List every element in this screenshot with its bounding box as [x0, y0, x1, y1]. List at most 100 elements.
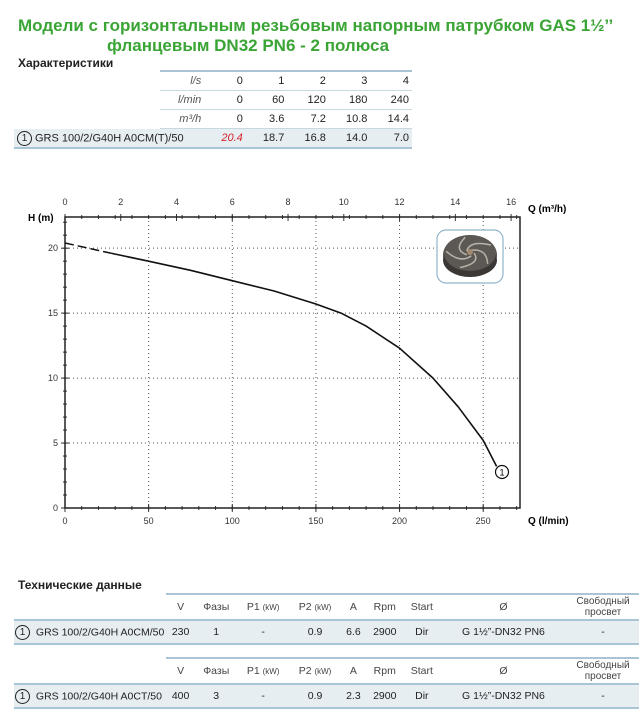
impeller-vane [471, 249, 489, 264]
unit-label: l/s [160, 70, 205, 91]
tech-value: - [237, 619, 290, 645]
x-axis-label: Q (l/min) [528, 516, 569, 527]
model-name: GRS 100/2/G40H A0CM/50 [35, 625, 165, 638]
tech-value: 400 [166, 683, 196, 709]
units-row: l/s 0 1 2 3 4 [14, 70, 412, 91]
y-axis-label: H (m) [28, 213, 54, 224]
x-tick-label: 200 [392, 516, 407, 526]
curve-1 [111, 252, 498, 467]
value-cell: 3.6 [245, 109, 288, 129]
tech-value: 0.9 [289, 683, 341, 709]
tech-value: Dir [403, 683, 440, 709]
value-cell: 240 [370, 90, 412, 110]
x-tick-label: 50 [144, 516, 154, 526]
tech-heading: Технические данные [18, 578, 142, 592]
tech-header-row: V Фазы P1 (kW) P2 (kW) A Rpm Start Ø Свободный п… [14, 657, 639, 684]
header-cell: A [340, 593, 366, 620]
tech-value: 1 [195, 619, 238, 645]
y-tick-label: 10 [48, 373, 58, 383]
y-tick-label: 20 [48, 243, 58, 253]
value-cell: 2 [287, 70, 329, 91]
impeller-vane [466, 242, 492, 252]
value-cell: 60 [245, 90, 288, 110]
y-tick-label: 15 [48, 308, 58, 318]
plot-frame [64, 216, 521, 509]
header-cell: Rpm [365, 593, 404, 620]
curve-number-badge: 1 [15, 688, 30, 704]
x2-tick-label: 16 [506, 197, 516, 207]
title-line-1: Модели с горизонтальным резьбовым напорн… [18, 16, 614, 35]
header-cell: Ø [439, 593, 567, 620]
header-cell: Фазы [195, 657, 238, 684]
value-cell: 0 [204, 90, 246, 110]
header-cell: P2 (kW) [289, 593, 341, 620]
x-tick-label: 0 [62, 516, 67, 526]
head-value: 18.7 [245, 128, 288, 149]
impeller-hub [467, 249, 473, 255]
tech-value: 2.3 [340, 683, 366, 709]
curve-number-badge: 1 [15, 624, 30, 640]
header-cell: Rpm [365, 657, 404, 684]
x2-tick-label: 4 [174, 197, 179, 207]
characteristics-table: l/s 0 1 2 3 4 l/min 0 60 120 180 240 m³/h 0 3.6 7.2 10.8… [14, 70, 412, 149]
value-cell: 14.4 [370, 109, 412, 129]
tech-value: 6.6 [340, 619, 366, 645]
value-cell: 120 [287, 90, 329, 110]
x2-tick-label: 14 [450, 197, 460, 207]
tech-value: 2900 [365, 619, 404, 645]
impeller-vane [445, 250, 472, 260]
tech-value: - [237, 683, 290, 709]
model-name: GRS 100/2/G40H A0CT/50 [35, 689, 162, 702]
unit-label: l/min [160, 90, 205, 110]
tech-value: - [567, 619, 639, 645]
y-tick-label: 5 [53, 438, 58, 448]
x2-tick-label: 12 [395, 197, 405, 207]
model-row: 1 GRS 100/2/G40H A0CM(T)/50 20.4 18.7 16.8 14… [14, 128, 412, 149]
tech-row: 1 GRS 100/2/G40H A0CT/50 400 3-0.9 2.3 2900 D… [14, 683, 639, 709]
impeller-vane [458, 236, 468, 256]
header-cell: Ø [439, 657, 567, 684]
header-cell: P1 (kW) [237, 657, 290, 684]
tech-value: 230 [166, 619, 196, 645]
x2-axis-label: Q (m³/h) [528, 204, 566, 215]
header-cell: Start [403, 593, 440, 620]
header-cell: Фазы [195, 593, 238, 620]
characteristics-heading: Характеристики [18, 56, 114, 70]
header-cell: A [340, 657, 366, 684]
tech-row: 1 GRS 100/2/G40H A0CM/50 230 1-0.9 6.6 2900 D… [14, 619, 639, 645]
header-cell: Свободный просвет [567, 657, 639, 684]
x2-tick-label: 8 [286, 197, 291, 207]
value-cell: 10.8 [328, 109, 371, 129]
value-cell: 3 [328, 70, 371, 91]
x-tick-label: 250 [476, 516, 491, 526]
value-cell: 180 [328, 90, 371, 110]
unit-label: m³/h [160, 109, 205, 129]
x2-tick-label: 2 [118, 197, 123, 207]
value-cell: 4 [370, 70, 412, 91]
tech-value: 0.9 [289, 619, 341, 645]
curve-label: 1 [499, 468, 504, 478]
header-cell: Свободный просвет [567, 593, 639, 620]
x-tick-label: 150 [308, 516, 323, 526]
curve-number-badge: 1 [17, 130, 32, 146]
tech-value: 2900 [365, 683, 404, 709]
title-line-2: фланцевым DN32 PN6 - 2 полюса [107, 36, 390, 55]
head-value: 7.0 [370, 128, 412, 149]
units-row: l/min 0 60 120 180 240 [14, 90, 412, 110]
tech-value: 3 [195, 683, 238, 709]
header-cell: P2 (kW) [289, 657, 341, 684]
head-value: 20.4 [204, 128, 246, 149]
tech-table: V Фазы P1 (kW) P2 (kW) A Rpm Start Ø Свободный п… [14, 593, 639, 709]
units-row: m³/h 0 3.6 7.2 10.8 14.4 [14, 109, 412, 129]
x2-tick-label: 6 [230, 197, 235, 207]
value-cell: 0 [204, 70, 246, 91]
value-cell: 1 [245, 70, 288, 91]
header-cell: V [166, 657, 196, 684]
x2-tick-label: 0 [62, 197, 67, 207]
header-cell: V [166, 593, 196, 620]
tech-value: G 1½”-DN32 PN6 [439, 683, 567, 709]
header-cell: P1 (kW) [237, 593, 290, 620]
head-value: 14.0 [328, 128, 371, 149]
tech-value: - [567, 683, 639, 709]
